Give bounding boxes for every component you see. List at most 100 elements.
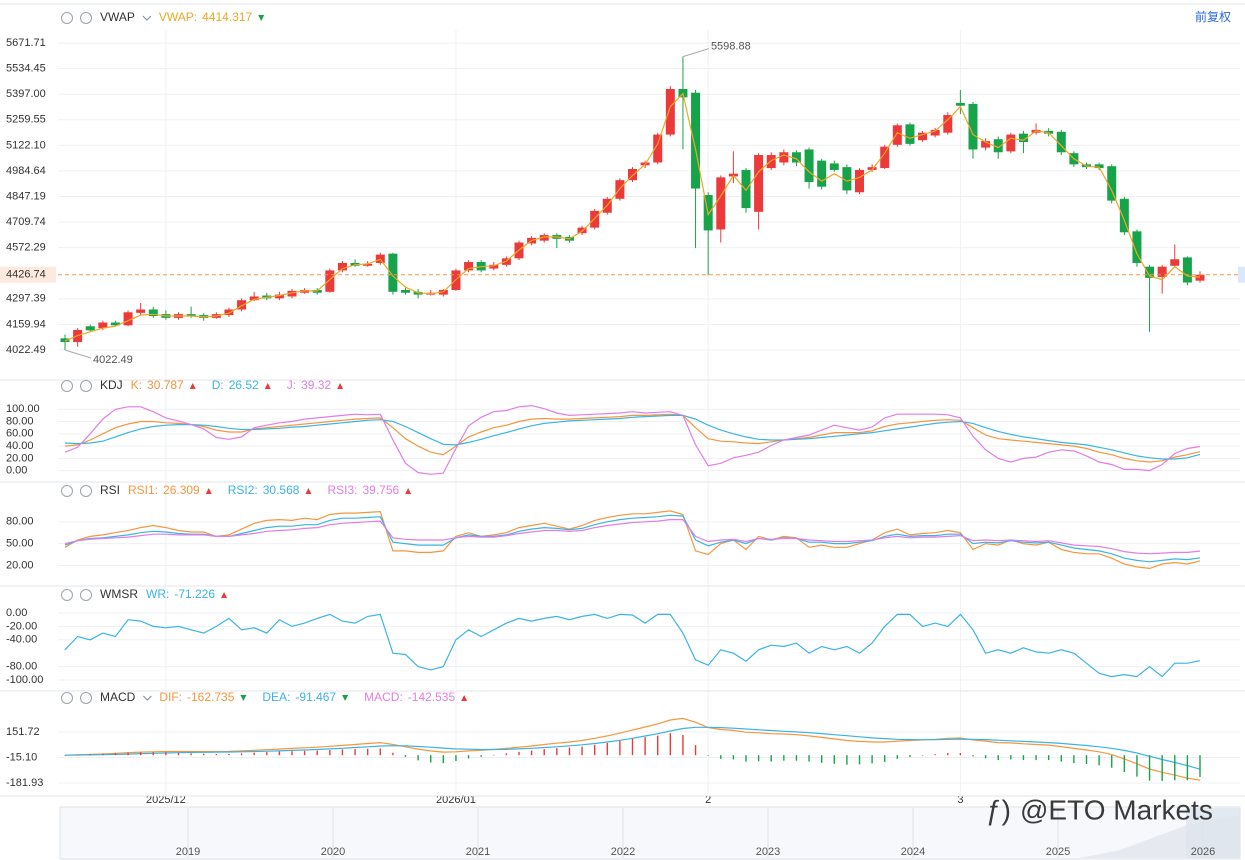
candle-body	[136, 309, 146, 313]
histogram-bar	[530, 750, 533, 756]
candle-body	[981, 141, 991, 148]
histogram-bar	[997, 755, 999, 761]
histogram-bar	[291, 751, 293, 756]
candle-body	[804, 149, 814, 183]
candle-body	[110, 322, 120, 326]
histogram-bar	[442, 755, 445, 764]
histogram-bar	[190, 753, 192, 756]
x-tick-label: 2025/12	[146, 794, 186, 806]
y-tick-label: -80.00	[6, 660, 37, 672]
histogram-bar	[1060, 755, 1062, 762]
histogram-bar	[606, 742, 608, 756]
histogram-bar	[1186, 755, 1189, 781]
candle-body	[1145, 266, 1155, 278]
y-tick-label: 100.00	[6, 403, 40, 415]
close-icon[interactable]	[80, 692, 92, 704]
histogram-bar	[203, 753, 205, 756]
histogram-bar	[467, 755, 470, 759]
y-tick-label: -100.00	[6, 674, 43, 686]
x-tick-label: 2	[705, 794, 711, 806]
candle-body	[401, 289, 410, 293]
x-tick-label: 2026/01	[436, 794, 476, 806]
candle-body	[955, 102, 965, 106]
settings-icon[interactable]	[61, 380, 73, 392]
panel-title: RSI	[100, 483, 120, 497]
candle-body	[716, 177, 726, 230]
histogram-bar	[215, 753, 218, 756]
candle-body	[817, 160, 827, 187]
histogram-bar	[228, 753, 230, 756]
navigator[interactable]: 2019 2020 2021 2022 2023 2024 2025 2026	[59, 806, 1241, 860]
close-icon[interactable]	[80, 380, 92, 392]
histogram-bar	[947, 753, 949, 756]
y-tick-label: -15.10	[6, 751, 37, 763]
histogram-bar	[543, 749, 545, 756]
panel-title: VWAP	[100, 10, 135, 24]
histogram-bar	[732, 755, 735, 760]
histogram-bar	[1035, 755, 1037, 761]
up-arrow	[461, 695, 468, 701]
annotation-leader	[682, 48, 710, 58]
candle-body	[779, 152, 789, 163]
histogram-bar	[1123, 755, 1126, 773]
candle-body	[791, 152, 801, 163]
candle-body	[325, 270, 335, 292]
y-tick-label: 5534.45	[6, 63, 46, 75]
adjust-button[interactable]: 前复权	[1195, 9, 1231, 24]
y-tick-label: 0.00	[6, 607, 27, 619]
y-tick-label: 5671.71	[6, 37, 46, 49]
histogram-bar	[480, 755, 482, 757]
legend-value: -162.735	[187, 690, 235, 704]
histogram-bar	[959, 753, 962, 756]
candle-body	[943, 115, 953, 133]
histogram-bar	[404, 755, 407, 758]
candle-body	[1107, 166, 1117, 201]
legend-value: 26.309	[163, 483, 200, 497]
close-icon[interactable]	[80, 589, 92, 601]
histogram-bar	[102, 753, 104, 756]
candle-body	[1195, 274, 1205, 281]
navigator-label: 2026	[1191, 846, 1215, 858]
last-price-box	[0, 266, 56, 283]
candle-body	[741, 169, 751, 209]
close-icon[interactable]	[80, 485, 92, 497]
histogram-bar	[1010, 755, 1012, 760]
legend-value: 4414.317	[202, 10, 252, 24]
navigator-window[interactable]	[1186, 808, 1240, 858]
series-line	[64, 514, 1201, 563]
y-tick-label: 4709.74	[6, 216, 46, 228]
settings-icon[interactable]	[61, 692, 73, 704]
histogram-bar	[366, 748, 369, 756]
candle-body	[489, 264, 499, 269]
y-tick-label: 4022.49	[6, 344, 46, 356]
y-tick-label: -20.00	[6, 620, 37, 632]
settings-icon[interactable]	[61, 589, 73, 601]
histogram-bar	[909, 755, 911, 758]
legend-name: WR:	[146, 587, 169, 601]
histogram-bar	[795, 755, 798, 761]
histogram-bar	[303, 750, 306, 756]
candle-body	[539, 235, 549, 241]
histogram-bar	[858, 755, 861, 765]
candle-body	[464, 262, 474, 271]
candle-body	[590, 210, 600, 228]
settings-icon[interactable]	[61, 12, 73, 24]
up-arrow	[189, 383, 196, 389]
histogram-bar	[972, 755, 974, 757]
histogram-bar	[1111, 755, 1113, 768]
settings-icon[interactable]	[61, 485, 73, 497]
candle-body	[577, 227, 587, 234]
x-tick-label: 3	[957, 794, 963, 806]
histogram-bar	[417, 755, 419, 761]
candle-body	[85, 326, 95, 331]
close-icon[interactable]	[80, 12, 92, 24]
watermark-text: @ETO Markets	[1020, 794, 1213, 825]
legend-name: RSI2:	[228, 483, 258, 497]
histogram-bar	[1174, 755, 1176, 781]
histogram-bar	[896, 755, 899, 759]
candle-body	[148, 309, 158, 317]
legend-name: DIF:	[159, 690, 182, 704]
series-line	[64, 519, 1201, 555]
candle-body	[665, 88, 675, 135]
